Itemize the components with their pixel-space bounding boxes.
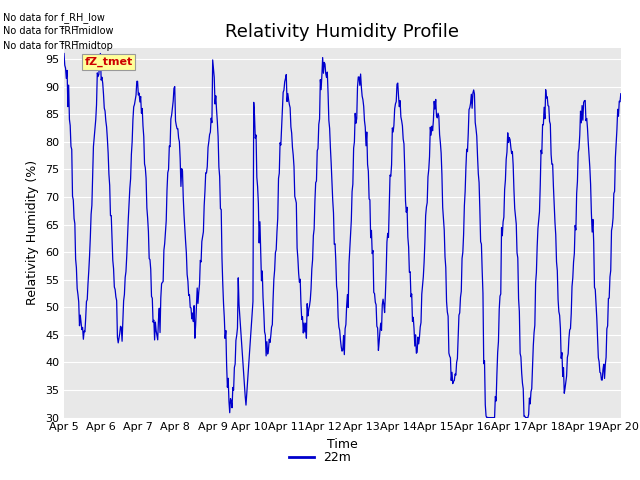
Y-axis label: Relativity Humidity (%): Relativity Humidity (%): [26, 160, 40, 305]
22m: [70, 216, 78, 221]
22m: [410, 326, 418, 332]
22m: [60, 50, 68, 56]
22m: [483, 415, 491, 420]
22m: [617, 91, 625, 96]
X-axis label: Time: Time: [327, 438, 358, 451]
Text: fZ_tmet: fZ_tmet: [84, 57, 132, 67]
22m: [184, 278, 192, 284]
Text: No data for f_RH_low: No data for f_RH_low: [3, 12, 105, 23]
22m: [426, 124, 434, 130]
22m: [214, 119, 221, 124]
Text: No data for f̅RH̅midtop: No data for f̅RH̅midtop: [3, 41, 113, 51]
Title: Relativity Humidity Profile: Relativity Humidity Profile: [225, 23, 460, 41]
Line: 22m: 22m: [64, 53, 621, 418]
Text: No data for f̅RH̅midlow: No data for f̅RH̅midlow: [3, 26, 114, 36]
22m: [127, 152, 135, 157]
Legend: 22m: 22m: [284, 446, 356, 469]
